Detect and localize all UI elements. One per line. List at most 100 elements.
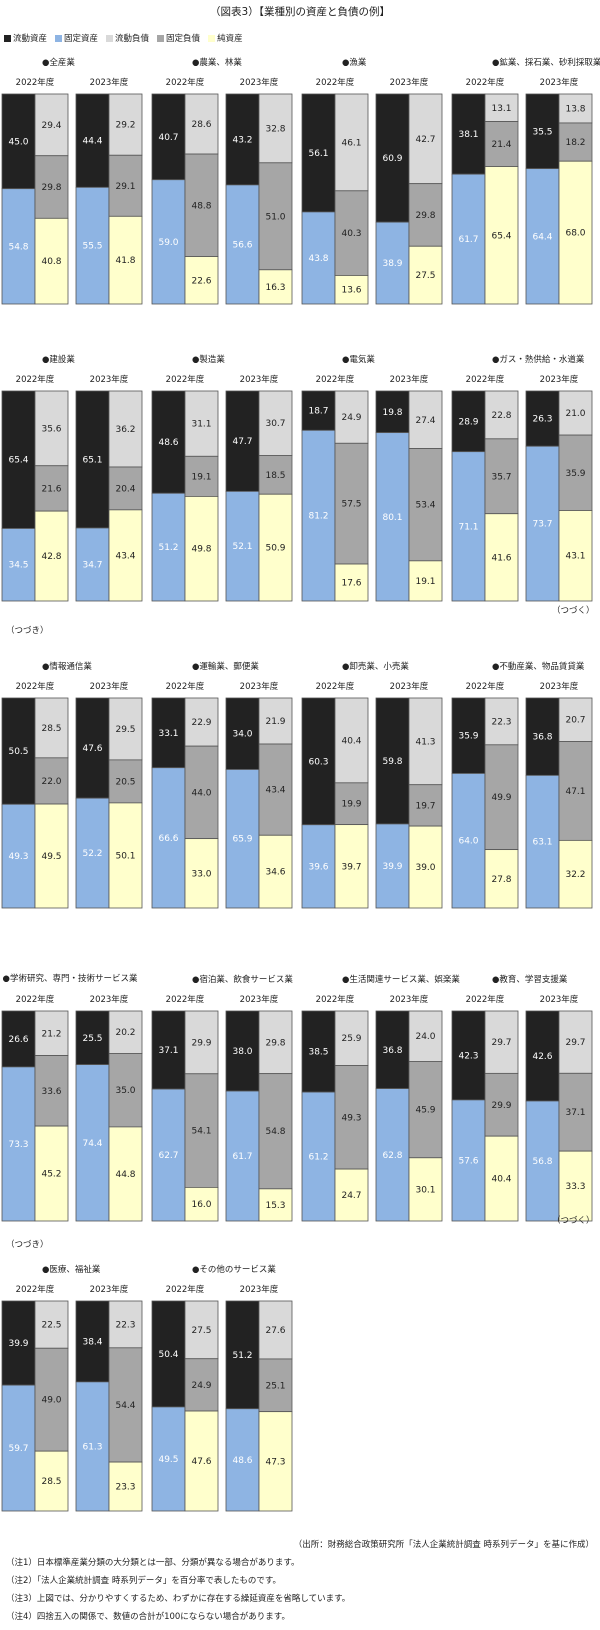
bar-svg: 25.5 74.4 20.2 35.0 44.8 <box>75 1010 143 1222</box>
net-assets-value-label: 41.8 <box>115 256 135 266</box>
net-assets-segment <box>34 1125 69 1222</box>
year-label: 2023年度 <box>539 78 579 88</box>
fixed-liabilities-segment <box>184 1073 219 1188</box>
current-assets-segment <box>1 1300 36 1386</box>
current-liabilities-segment <box>258 1300 293 1360</box>
year-label: 2023年度 <box>89 78 129 88</box>
current-liabilities-segment <box>258 1010 293 1075</box>
fixed-liabilities-value-label: 19.9 <box>341 800 361 810</box>
bar-svg: 56.1 43.8 46.1 40.3 13.6 <box>301 93 369 305</box>
fixed-assets-value-label: 66.6 <box>158 834 178 844</box>
group-title: ●卸売業、小売業 <box>342 662 409 672</box>
net-assets-segment <box>34 217 69 305</box>
group-title: ●学術研究、専門・技術サービス業 <box>2 974 138 984</box>
bar-svg: 38.5 61.2 25.9 49.3 24.7 <box>301 1010 369 1222</box>
net-assets-value-label: 16.3 <box>265 283 285 293</box>
net-assets-segment <box>408 245 443 305</box>
current-assets-value-label: 36.8 <box>382 1046 402 1056</box>
year-label: 2022年度 <box>165 78 205 88</box>
net-assets-segment <box>334 275 369 305</box>
stacked-bar-pair: 65.4 34.5 35.6 21.6 42.8 <box>1 390 69 602</box>
fixed-assets-value-label: 81.2 <box>308 512 328 522</box>
fixed-liabilities-value-label: 19.1 <box>191 472 211 482</box>
bar-svg: 18.7 81.2 24.9 57.5 17.6 <box>301 390 369 602</box>
stacked-bar-pair: 39.9 59.7 22.5 49.0 28.5 <box>1 1300 69 1512</box>
bar-svg: 42.3 57.6 29.7 29.9 40.4 <box>451 1010 519 1222</box>
current-liabilities-segment <box>408 697 443 786</box>
current-liabilities-value-label: 21.2 <box>41 1029 61 1039</box>
fixed-liabilities-segment <box>558 741 593 841</box>
continued-right-2: （つづく） <box>552 1216 595 1226</box>
year-label: 2023年度 <box>389 78 429 88</box>
current-assets-value-label: 47.7 <box>232 437 252 447</box>
fixed-liabilities-value-label: 35.9 <box>565 469 585 479</box>
current-liabilities-segment <box>258 93 293 164</box>
current-assets-segment <box>1 390 36 529</box>
net-assets-segment <box>108 1126 143 1222</box>
current-assets-value-label: 39.9 <box>8 1339 28 1349</box>
bar-svg: 65.1 34.7 36.2 20.4 43.4 <box>75 390 143 602</box>
fixed-liabilities-segment <box>258 1073 293 1190</box>
note-1: （注1）日本標準産業分類の大分類とは一部、分類が異なる場合があります。 <box>6 1558 300 1568</box>
net-assets-value-label: 68.0 <box>565 229 585 239</box>
current-assets-segment <box>75 93 110 188</box>
current-assets-value-label: 19.8 <box>382 408 402 418</box>
net-assets-value-label: 16.0 <box>191 1200 211 1210</box>
fixed-assets-value-label: 61.7 <box>458 235 478 245</box>
fixed-assets-segment <box>1 188 36 305</box>
net-assets-segment <box>258 1188 293 1222</box>
current-assets-segment <box>75 697 110 799</box>
fixed-assets-segment <box>525 445 560 602</box>
fixed-assets-value-label: 52.1 <box>232 542 252 552</box>
fixed-assets-segment <box>151 492 186 602</box>
current-assets-segment <box>375 697 410 825</box>
current-assets-value-label: 18.7 <box>308 407 328 417</box>
group-title: ●電気業 <box>342 355 375 365</box>
year-label: 2022年度 <box>315 78 355 88</box>
fixed-liabilities-segment <box>34 1347 69 1452</box>
current-liabilities-value-label: 20.7 <box>565 716 585 726</box>
fixed-assets-value-label: 48.6 <box>232 1456 252 1466</box>
net-assets-segment <box>484 849 519 909</box>
stacked-bar-pair: 18.7 81.2 24.9 57.5 17.6 <box>301 390 369 602</box>
fixed-assets-value-label: 59.0 <box>158 238 178 248</box>
fixed-assets-segment <box>301 824 336 909</box>
group-title: ●運輸業、郵便業 <box>192 662 259 672</box>
fixed-assets-segment <box>451 173 486 305</box>
current-assets-value-label: 28.9 <box>458 417 478 427</box>
current-liabilities-value-label: 22.5 <box>41 1321 61 1331</box>
fixed-assets-value-label: 38.9 <box>382 259 402 269</box>
bar-svg: 33.1 66.6 22.9 44.0 33.0 <box>151 697 219 909</box>
fixed-liabilities-segment <box>558 1072 593 1152</box>
current-assets-value-label: 44.4 <box>82 137 102 147</box>
group-title: ●教育、学習支援業 <box>492 975 568 985</box>
fixed-liabilities-segment <box>184 745 219 840</box>
current-assets-value-label: 50.4 <box>158 1350 178 1360</box>
net-assets-value-label: 40.4 <box>491 1175 511 1185</box>
net-assets-segment <box>258 1411 293 1512</box>
net-assets-segment <box>34 1450 69 1512</box>
fixed-assets-value-label: 49.5 <box>158 1455 178 1465</box>
source-note: （出所：財務総合政策研究所「法人企業統計調査 時系列データ」を基に作成） <box>293 1540 594 1550</box>
stacked-bar-pair: 38.1 61.7 13.1 21.4 65.4 <box>451 93 519 305</box>
stacked-bar-pair: 28.9 71.1 22.8 35.7 41.6 <box>451 390 519 602</box>
fixed-assets-segment <box>1 1384 36 1512</box>
year-label: 2022年度 <box>15 995 55 1005</box>
current-assets-segment <box>225 697 260 770</box>
fixed-liabilities-segment <box>108 1053 143 1128</box>
fixed-assets-value-label: 61.2 <box>308 1153 328 1163</box>
legend-item-fixed-liabilities: 固定負債 <box>157 32 200 44</box>
bar-svg: 60.3 39.6 40.4 19.9 39.7 <box>301 697 369 909</box>
fixed-assets-segment <box>525 1100 560 1222</box>
current-liabilities-segment <box>184 1300 219 1360</box>
fixed-assets-segment <box>225 490 260 602</box>
net-assets-value-label: 47.3 <box>265 1457 285 1467</box>
current-assets-segment <box>1 1010 36 1068</box>
current-assets-value-label: 51.2 <box>232 1351 252 1361</box>
fixed-liabilities-value-label: 20.4 <box>115 484 135 494</box>
net-assets-value-label: 44.8 <box>115 1170 135 1180</box>
current-liabilities-value-label: 29.4 <box>41 121 61 131</box>
group-title: ●農業、林業 <box>192 58 242 68</box>
current-liabilities-value-label: 31.1 <box>191 420 211 430</box>
legend-swatch <box>55 34 63 42</box>
